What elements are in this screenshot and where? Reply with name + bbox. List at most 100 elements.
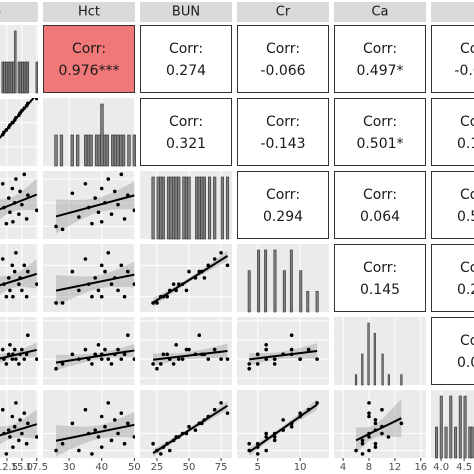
point [35,435,38,439]
point [212,347,217,352]
histogram-bar [166,176,171,240]
point [315,401,319,405]
point [109,212,114,216]
corr-value: 0.497* [356,63,403,79]
point [2,205,6,210]
point [8,288,12,293]
corr-panel [140,25,232,93]
point [367,401,371,405]
point [54,366,58,371]
histogram-bar [111,134,115,167]
point [106,401,111,405]
histogram-bar [177,176,181,240]
panel [237,244,329,313]
point [255,352,260,357]
point [289,347,294,352]
histogram-bar [195,176,199,240]
panel: Corr: -0.046 [431,25,474,93]
point [354,448,358,453]
point [103,269,107,274]
point [6,352,11,357]
point [174,288,178,293]
point [112,189,117,194]
point [197,269,202,274]
point [360,441,365,446]
regression-line [248,403,318,453]
corr-panel [431,171,474,239]
point [281,418,285,422]
point [367,431,371,436]
point [171,362,176,366]
point [174,342,178,347]
point [24,217,29,221]
point [10,263,15,268]
point [77,215,81,219]
point [26,333,30,337]
point [399,421,404,426]
x-tick-label: 12.5 [0,462,18,473]
x-tick-label: 10 [294,462,307,473]
confidence-band [0,342,37,363]
point [26,193,30,197]
point [161,445,166,449]
point [22,172,27,177]
point [165,441,170,446]
point [219,250,223,255]
corr-value: 0.064 [360,209,400,225]
histogram-bar [151,176,155,240]
regression-line [152,255,229,304]
point [10,186,15,191]
histogram-bar [172,176,176,240]
point [155,448,159,453]
regression-line [355,417,402,442]
histogram-bar [220,176,224,240]
corr-panel [140,98,232,166]
point [272,431,277,436]
point [367,414,371,419]
panel [0,171,38,239]
point [206,263,211,268]
corr-value: -0.066 [260,63,305,79]
point [83,347,88,352]
strip-label: BUN [172,5,200,20]
corr-panel [431,98,474,166]
regression-line [0,193,38,211]
point [187,424,191,429]
histogram-bar [289,249,293,313]
point [70,269,75,274]
point [200,352,204,357]
histogram-bar [225,176,230,240]
point [112,352,117,357]
panel [43,244,135,312]
x-tick-label: 16 [414,462,427,473]
point [193,352,198,357]
histogram-bar [132,134,136,167]
histogram-bar [102,134,107,167]
histogram-bar [400,374,403,386]
histogram-bar [373,333,376,386]
strip-background [237,2,329,22]
point [0,182,5,186]
point [380,407,384,412]
regression-line [55,194,135,218]
point [158,452,163,456]
point [14,357,18,361]
panel-content [151,250,230,307]
panel-background [334,390,426,458]
histogram-bar [213,176,217,240]
point [161,294,166,299]
panel [334,317,426,386]
corr-label: Corr: [460,187,474,203]
point [212,257,217,261]
point [184,431,189,436]
histogram-bar [14,30,17,94]
histogram-bar [207,176,212,240]
point [171,438,176,443]
panel [0,390,38,458]
point [12,200,17,205]
point [289,352,294,357]
point [171,282,176,286]
point [60,441,65,446]
histogram-bar [75,134,80,167]
corr-panel [431,244,474,312]
